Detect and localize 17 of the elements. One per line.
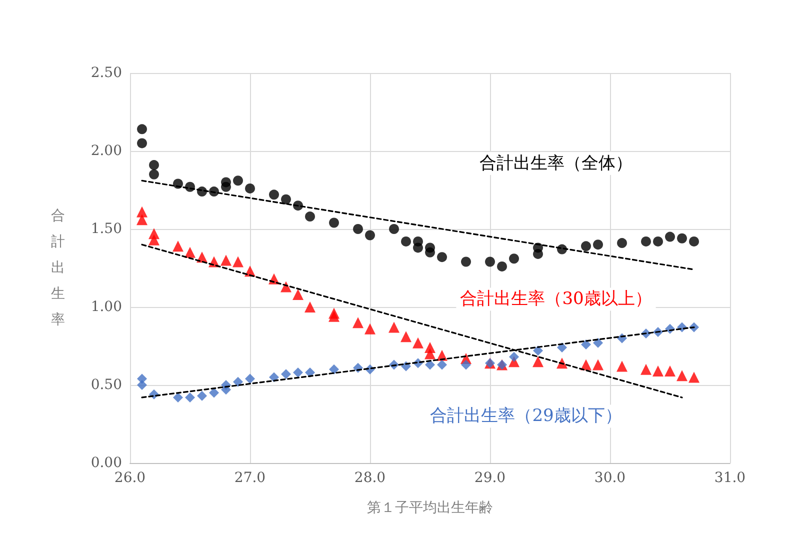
text: 合計出生率（全体） [480,153,632,174]
y-tick-label: 2.00 [90,143,122,159]
x-tick-label: 27.0 [234,470,266,486]
y-tick-label: 1.00 [90,299,122,315]
y-tick-label: 0.00 [90,455,122,471]
x-tick-label: 26.0 [114,470,146,486]
x-tick-label: 30.0 [594,470,626,486]
x-axis-title: 第１子平均出生年齢 [367,500,493,516]
x-tick-label: 31.0 [714,470,746,486]
text: 合計出生率（30歳以上） [460,289,652,310]
y-tick-label: 0.50 [90,377,122,393]
x-tick-label: 29.0 [474,470,506,486]
y-tick-label: 1.50 [90,221,122,237]
text: 合計出生率（29歳以下） [430,406,622,426]
y-tick-label: 2.50 [90,65,122,81]
y-axis-title: 合計出生率 [51,208,65,328]
x-tick-label: 28.0 [354,470,386,486]
